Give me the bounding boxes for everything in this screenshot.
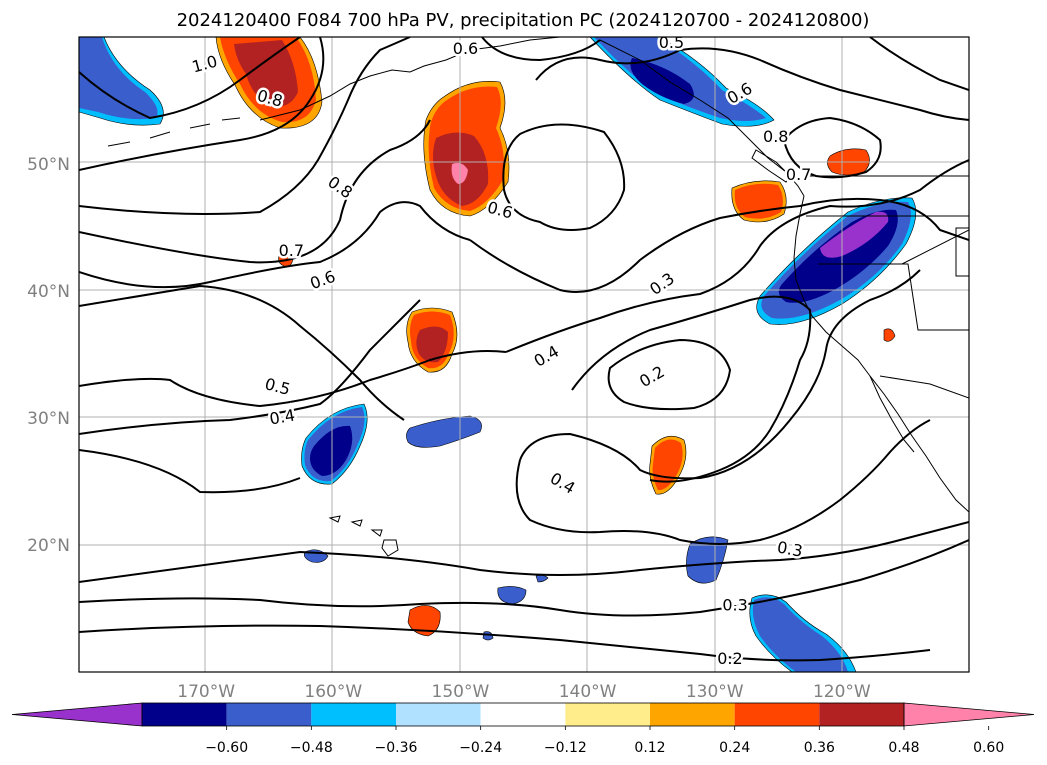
colorbar-swatch <box>142 703 227 726</box>
pv-contour-label: 0.4 <box>268 405 296 428</box>
colorbar-tick-label: −0.12 <box>544 740 587 756</box>
figure-title: 2024120400 F084 700 hPa PV, precipitatio… <box>177 10 870 31</box>
precip-positive-area <box>883 328 896 342</box>
pv-contour-line <box>79 350 507 408</box>
alaska-coastline <box>259 37 561 121</box>
pv-contour-label: 0.2 <box>717 649 742 668</box>
pv-contour-line <box>782 116 882 179</box>
lat-tick-label: 20°N <box>27 536 70 556</box>
lon-tick-label: 130°W <box>686 682 744 702</box>
colorbar-tick-label: −0.24 <box>459 740 502 756</box>
pv-contour-label: 0.3 <box>722 595 747 614</box>
colorbar-tick-label: −0.36 <box>375 740 418 756</box>
pv-contours <box>79 37 969 662</box>
precip-negative-area <box>630 58 694 104</box>
precip-shading <box>79 37 917 672</box>
colorbar-swatch <box>311 703 396 726</box>
pv-contour-line <box>79 201 471 289</box>
colorbar-extend-max <box>903 702 1035 727</box>
pv-contour-line <box>79 299 421 435</box>
aleutian-islands <box>107 117 241 147</box>
pv-contour-line <box>79 624 931 662</box>
colorbar-tick-labels: −0.60 −0.48 −0.36 −0.24 −0.12 0.12 0.24 0.36 0.4… <box>205 726 1004 756</box>
lon-tick-label: 140°W <box>559 682 617 702</box>
precip-negative-area <box>310 425 353 476</box>
baja-coastline <box>869 375 915 453</box>
colorbar-tick-label: −0.48 <box>290 740 333 756</box>
pv-contour-line <box>607 338 732 411</box>
pv-contour-line <box>515 419 931 545</box>
precip-negative-area <box>752 597 848 672</box>
pv-contour-label: 0.5 <box>659 33 684 52</box>
colorbar-swatch <box>650 703 735 726</box>
pv-contour-line <box>79 37 325 171</box>
pv-contour-line <box>571 295 812 483</box>
pv-contour-line <box>79 521 969 583</box>
pv-contour-line <box>79 449 301 494</box>
vancouver-island <box>751 149 791 183</box>
state-borders <box>806 215 969 399</box>
colorbar-swatch <box>226 703 312 726</box>
colorbar-swatch <box>480 703 566 726</box>
lon-tick-label: 150°W <box>432 682 490 702</box>
colorbar-tick-label: 0.36 <box>804 740 835 756</box>
pv-contour-line <box>502 123 626 231</box>
colorbar-swatch <box>565 703 650 726</box>
lon-tick-label: 170°W <box>177 682 235 702</box>
precip-negative-area <box>497 586 527 605</box>
pv-contour-line <box>79 37 411 215</box>
colorbar-tick-label: 0.24 <box>719 740 750 756</box>
precip-positive-area <box>234 40 298 107</box>
pv-contour-line <box>519 269 921 480</box>
pv-contour-label: 0.3 <box>776 538 804 561</box>
coastlines <box>107 37 969 557</box>
precip-positive-area <box>416 326 448 363</box>
longitude-tick-labels: 170°W 160°W 150°W 140°W 130°W 120°W <box>177 682 871 702</box>
colorbar-extend-min <box>11 702 143 727</box>
precip-negative-area <box>820 211 889 258</box>
precip-positive-area <box>652 439 683 491</box>
colorbar-swatch <box>396 703 481 726</box>
colorbar-swatch <box>819 703 904 726</box>
latitude-tick-labels: 50°N 40°N 30°N 20°N <box>27 155 70 556</box>
colorbar-tick-label: 0.48 <box>888 740 919 756</box>
colorbar-tick-label: 0.12 <box>634 740 665 756</box>
colorbar: −0.60 −0.48 −0.36 −0.24 −0.12 0.12 0.24 0.36 0.4… <box>11 702 1035 756</box>
map-frame <box>78 36 970 673</box>
pv-contour-line <box>469 197 969 293</box>
us-west-coastline <box>793 195 969 513</box>
lat-tick-label: 50°N <box>27 155 70 175</box>
colorbar-tick-label: 0.60 <box>973 740 1004 756</box>
pv-contour-line <box>505 159 969 353</box>
lat-tick-label: 40°N <box>27 282 70 302</box>
canada-coastline <box>599 39 805 197</box>
pv-contour-line <box>481 37 601 62</box>
pv-contour-label: 0.6 <box>453 39 478 58</box>
pv-contour-line <box>79 119 431 264</box>
pv-contour-line <box>79 37 301 120</box>
pv-contour-label: 0.8 <box>763 127 788 146</box>
pv-contour-line <box>79 539 969 617</box>
precip-negative-area <box>79 37 158 120</box>
pv-contour-line <box>535 47 969 121</box>
hawaii-islands <box>328 515 399 557</box>
colorbar-outline <box>141 702 905 727</box>
pv-contour-label: 0.7 <box>279 241 304 260</box>
lon-tick-label: 160°W <box>304 682 362 702</box>
pv-contour-line <box>869 37 969 91</box>
pv-contour-line <box>79 284 405 421</box>
pv-contour-label: 0.7 <box>786 165 811 184</box>
lon-tick-label: 120°W <box>813 682 871 702</box>
colorbar-swatches <box>11 702 1035 727</box>
lat-tick-label: 30°N <box>27 409 70 429</box>
colorbar-tick-label: −0.60 <box>205 740 248 756</box>
colorbar-swatch <box>734 703 820 726</box>
map-panel: 1.00.80.80.70.60.60.60.50.40.40.40.20.30… <box>78 30 970 673</box>
